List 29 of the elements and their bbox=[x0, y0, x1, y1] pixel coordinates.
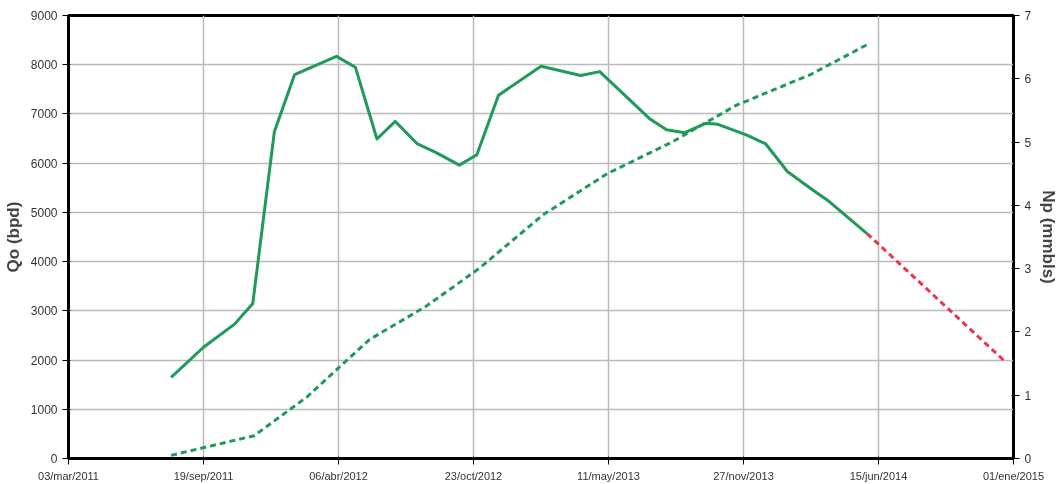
line-series bbox=[169, 42, 870, 457]
y-tick-label: 8000 bbox=[30, 58, 58, 73]
y-tick-label: 4000 bbox=[30, 255, 58, 270]
x-tick-label: 23/oct/2012 bbox=[444, 469, 503, 482]
y2-tick-label: 1 bbox=[1024, 388, 1032, 403]
y2-tick-label: 3 bbox=[1024, 262, 1032, 277]
x-tick-label: 15/jun/2014 bbox=[849, 469, 908, 482]
y-tick-label: 7000 bbox=[30, 107, 58, 122]
x-tick-label: 03/mar/2011 bbox=[38, 469, 99, 482]
y-tick-label: 9000 bbox=[30, 9, 58, 23]
y2-axis-title: Np (mmbls) bbox=[1039, 190, 1059, 284]
y2-tick-label: 0 bbox=[1024, 452, 1032, 466]
y2-tick-label: 5 bbox=[1024, 135, 1032, 150]
y-tick-label: 0 bbox=[50, 452, 58, 466]
x-tick-label: 19/sep/2011 bbox=[173, 469, 234, 482]
y-tick-label: 5000 bbox=[30, 205, 58, 220]
y-axis-title: Qo (bpd) bbox=[3, 201, 23, 273]
x-tick-label: 11/may/2013 bbox=[577, 469, 640, 482]
y-tick-label: 1000 bbox=[30, 402, 58, 417]
y2-tick-label: 2 bbox=[1024, 325, 1032, 340]
y-tick-label: 3000 bbox=[30, 304, 58, 319]
x-tick-label: 06/abr/2012 bbox=[309, 469, 368, 482]
y2-tick-label: 7 bbox=[1024, 9, 1032, 23]
y-tick-label: 2000 bbox=[30, 353, 58, 368]
x-tick-label: 27/nov/2013 bbox=[713, 469, 774, 482]
y2-tick-label: 4 bbox=[1024, 198, 1032, 213]
y-tick-label: 6000 bbox=[30, 156, 58, 171]
x-tick-label: 01/ene/2015 bbox=[982, 469, 1045, 482]
y2-tick-label: 6 bbox=[1024, 72, 1032, 87]
